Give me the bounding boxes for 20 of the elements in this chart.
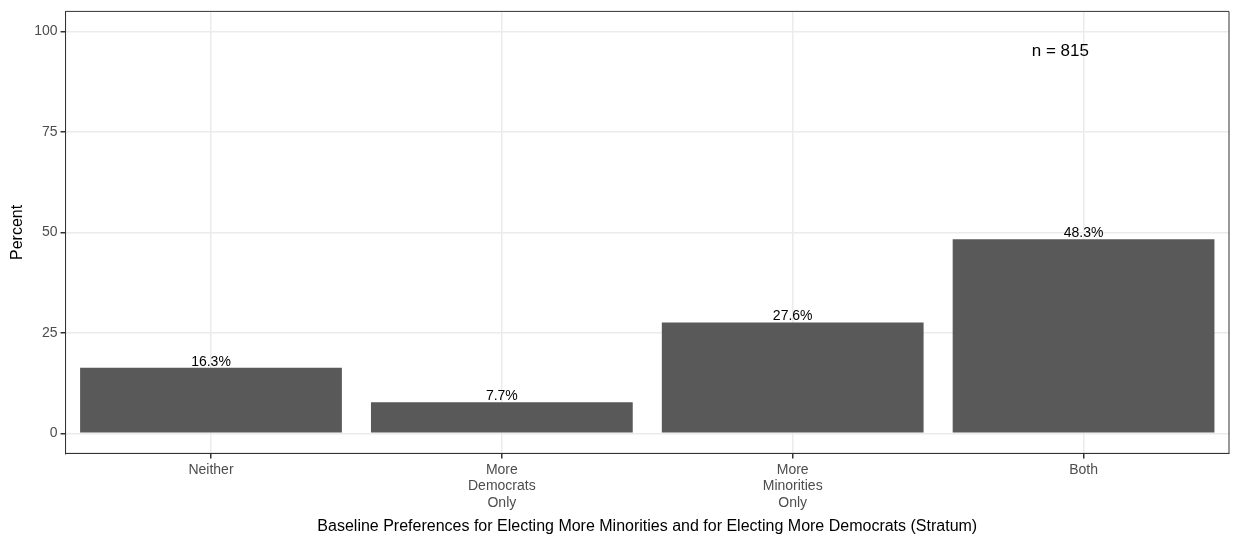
y-tick-label: 25 bbox=[41, 323, 58, 340]
data-label: 48.3% bbox=[1063, 224, 1104, 241]
annotation: n = 815 bbox=[1031, 41, 1089, 61]
y-tick-label: 0 bbox=[49, 424, 58, 441]
bar bbox=[661, 322, 924, 433]
y-tick-label: 50 bbox=[41, 223, 58, 240]
bar bbox=[370, 402, 633, 433]
x-tick-label: More Minorities Only bbox=[762, 460, 823, 511]
x-axis-title: Baseline Preferences for Electing More Minorities and for Electing More Democrats (Stratum) bbox=[317, 516, 978, 534]
bar bbox=[952, 239, 1215, 433]
data-label: 7.7% bbox=[485, 387, 518, 404]
x-tick-label: Neither bbox=[188, 460, 234, 477]
data-label: 27.6% bbox=[772, 307, 813, 324]
x-tick-label: Both bbox=[1069, 460, 1098, 477]
y-tick-label: 75 bbox=[41, 122, 58, 139]
bar bbox=[80, 367, 342, 433]
y-tick-label: 100 bbox=[34, 22, 58, 39]
x-tick-label: More Democrats Only bbox=[468, 460, 536, 511]
data-label: 16.3% bbox=[191, 352, 231, 369]
y-axis-title: Percent bbox=[8, 204, 26, 260]
